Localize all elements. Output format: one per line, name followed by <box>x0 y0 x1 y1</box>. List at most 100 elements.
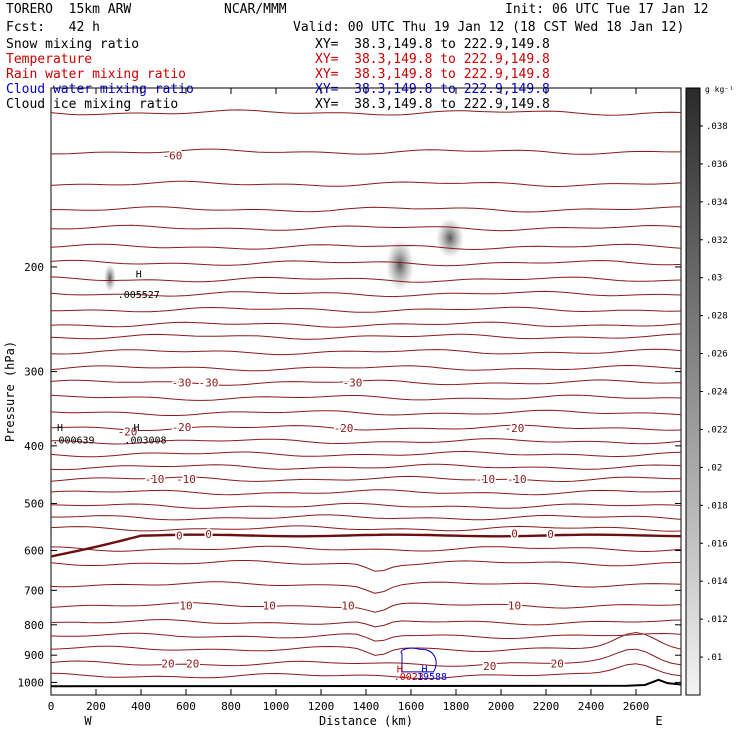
zero-isotherm-line <box>50 533 682 558</box>
isotherm-label: -20 <box>118 425 138 438</box>
field-xy: XY= 38.3,149.8 to 222.9,149.8 <box>315 97 550 112</box>
colorbar-unit: g kg⁻¹ <box>705 85 734 94</box>
extremum-label: .000639 <box>52 435 94 446</box>
isotherm-line <box>50 224 682 232</box>
isotherm-label: 20 <box>186 658 199 671</box>
colorbar-tick-label: .026 <box>706 350 728 360</box>
isotherm-line <box>50 525 682 532</box>
y-tick-label: 600 <box>24 545 44 558</box>
x-tick-label: 800 <box>221 700 241 713</box>
y-tick-label: 500 <box>24 497 44 510</box>
field-xy: XY= 38.3,149.8 to 222.9,149.8 <box>315 67 550 82</box>
x-tick-label: 1600 <box>398 700 425 713</box>
y-tick-label: 900 <box>24 649 44 662</box>
colorbar-tick-label: .012 <box>706 615 728 625</box>
extremum-label: .005527 <box>118 290 160 301</box>
isotherm-label: -30 <box>172 377 192 390</box>
isotherm-line <box>50 602 682 613</box>
isotherm-line <box>50 321 682 328</box>
isotherm-label: 10 <box>508 599 521 612</box>
isotherm-label: -20 <box>172 421 192 434</box>
isotherm-line <box>50 394 682 401</box>
isotherm-line <box>50 502 682 509</box>
isotherm-line <box>50 545 682 553</box>
field-label: Temperature <box>6 52 93 67</box>
snow-shading <box>436 218 464 258</box>
isotherm-line <box>50 560 682 572</box>
isotherm-line <box>50 409 682 416</box>
colorbar-tick-label: .034 <box>706 198 728 208</box>
colorbar-tick-label: .038 <box>706 122 728 132</box>
colorbar-tick-label: .028 <box>706 312 728 322</box>
isotherm-label: 10 <box>263 599 276 612</box>
colorbar-tick-label: .032 <box>706 236 728 246</box>
colorbar-tick-label: .014 <box>706 577 728 587</box>
isotherm-line <box>51 148 681 155</box>
plot-frame <box>50 87 682 696</box>
colorbar-tick-label: .024 <box>706 388 728 398</box>
field-label: Snow mixing ratio <box>6 37 140 52</box>
field-xy: XY= 38.3,149.8 to 222.9,149.8 <box>315 37 550 52</box>
isotherm-line <box>50 348 682 356</box>
isotherm-line <box>50 450 682 458</box>
colorbar-tick-label: .01 <box>706 653 722 663</box>
y-tick-label: 1000 <box>18 676 45 689</box>
extremum-label: .19588 <box>411 672 447 683</box>
x-tick-label: 1400 <box>353 700 380 713</box>
isotherm-label: 0 <box>176 529 183 542</box>
colorbar-tick-label: .03 <box>706 274 722 284</box>
isotherm-label: 20 <box>161 658 174 671</box>
isotherm-line <box>50 463 682 471</box>
x-end-label-west: W <box>84 714 92 728</box>
isotherm-label: 0 <box>547 528 554 541</box>
x-end-label-east: E <box>655 714 662 728</box>
colorbar-tick-label: .02 <box>706 463 722 473</box>
y-tick-label: 800 <box>24 619 44 632</box>
isotherm-line <box>50 379 682 386</box>
extremum-label: H <box>136 269 142 280</box>
forecast-hour: Fcst: 42 h <box>6 20 100 35</box>
isotherm-label: -60 <box>163 150 183 163</box>
y-axis-label: Pressure (hPa) <box>3 341 17 442</box>
isotherm-line <box>50 514 682 521</box>
x-tick-label: 200 <box>86 700 106 713</box>
extremum-label: .003008 <box>124 435 166 446</box>
init-time: Init: 06 UTC Tue 17 Jan 12 <box>505 2 709 17</box>
isotherm-label: -20 <box>334 422 354 435</box>
extremum-label: H <box>421 665 427 676</box>
x-tick-label: 2400 <box>578 700 605 713</box>
isotherm-line <box>50 364 682 372</box>
extremum-label: H <box>397 665 403 676</box>
isotherm-line <box>50 632 682 642</box>
isotherm-line <box>50 243 682 251</box>
isotherm-line <box>50 180 682 188</box>
isotherm-line <box>51 306 682 313</box>
field-label: Rain water mixing ratio <box>6 67 187 82</box>
y-tick-label: 400 <box>24 440 44 453</box>
x-tick-label: 1000 <box>263 700 290 713</box>
isotherm-label: 10 <box>179 599 192 612</box>
cloud-water-contour <box>400 647 437 673</box>
isotherm-line <box>51 438 682 445</box>
terrain-line <box>50 678 682 688</box>
colorbar <box>685 87 701 696</box>
x-tick-label: 2600 <box>623 700 650 713</box>
isotherm-line <box>50 619 682 628</box>
isotherm-label: -10 <box>475 473 495 486</box>
isotherm-line <box>50 475 682 483</box>
snow-shading <box>386 239 414 291</box>
y-tick-label: 300 <box>24 366 44 379</box>
isotherm-label: -30 <box>343 377 363 390</box>
field-xy: XY= 38.3,149.8 to 222.9,149.8 <box>315 52 550 67</box>
field-label: Cloud ice mixing ratio <box>6 97 179 112</box>
x-tick-label: 1200 <box>308 700 335 713</box>
isotherm-line <box>50 424 682 431</box>
isotherm-label: 0 <box>205 528 212 541</box>
isotherm-label: 20 <box>551 658 564 671</box>
isotherm-label: -10 <box>176 473 196 486</box>
isotherm-label: -20 <box>505 422 525 435</box>
isotherm-line <box>50 581 682 594</box>
isotherm-label: -10 <box>145 473 165 486</box>
isotherm-line <box>51 206 682 213</box>
